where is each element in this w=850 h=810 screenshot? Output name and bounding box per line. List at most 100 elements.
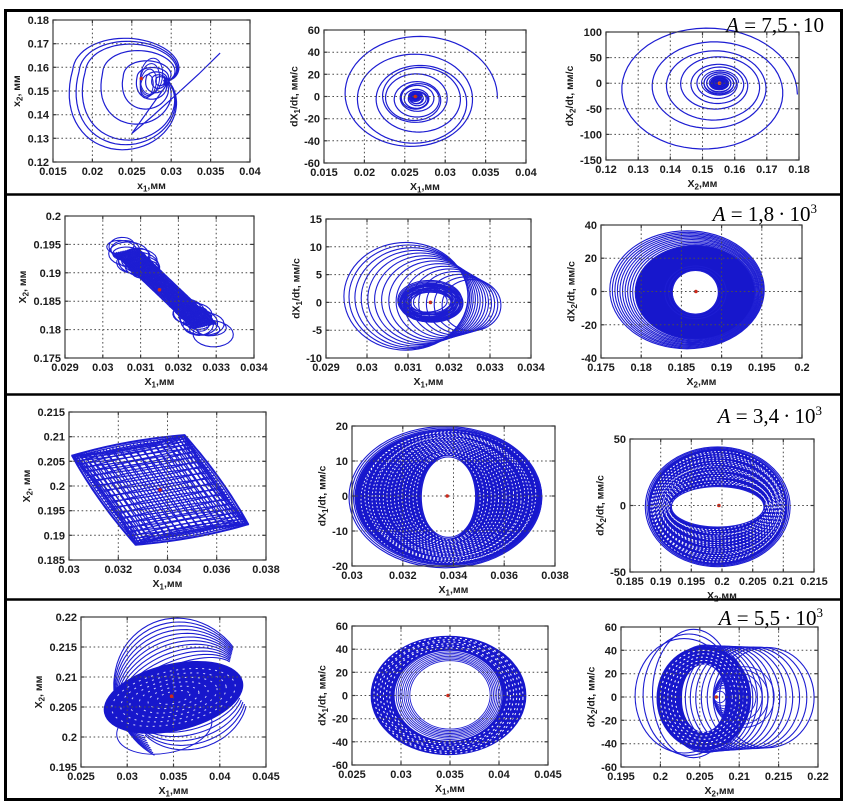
svg-text:dX1​/dt, мм/с: dX1​/dt, мм/с (316, 665, 330, 726)
svg-text:X2​, мм: X2​, мм (33, 675, 47, 708)
svg-text:0.04: 0.04 (239, 166, 261, 178)
svg-text:0.03: 0.03 (341, 570, 362, 582)
svg-text:X1​,мм: X1​,мм (145, 376, 175, 390)
svg-text:0: 0 (342, 691, 348, 703)
svg-text:0.035: 0.035 (160, 771, 188, 783)
svg-text:-40: -40 (601, 739, 617, 751)
svg-text:0.18: 0.18 (788, 164, 809, 176)
svg-text:dX1​/dt, мм/с: dX1​/dt, мм/с (290, 258, 304, 319)
svg-text:0.031: 0.031 (394, 362, 422, 374)
svg-text:10: 10 (336, 456, 348, 468)
svg-text:-20: -20 (304, 114, 320, 126)
svg-text:0.12: 0.12 (28, 157, 49, 169)
svg-text:dX2​/dt, мм/с: dX2​/dt, мм/с (565, 261, 579, 322)
svg-text:0.2: 0.2 (794, 362, 809, 374)
svg-text:0.19: 0.19 (40, 268, 61, 280)
svg-text:0.18: 0.18 (630, 362, 651, 374)
svg-text:0.16: 0.16 (28, 62, 49, 74)
svg-text:0.02: 0.02 (354, 167, 375, 179)
svg-text:0.03: 0.03 (92, 362, 113, 374)
svg-text:X1​,мм: X1​,мм (435, 783, 465, 797)
svg-text:40: 40 (605, 645, 617, 657)
svg-text:-40: -40 (581, 353, 597, 365)
svg-text:-40: -40 (332, 737, 348, 749)
svg-text:0.215: 0.215 (800, 576, 828, 588)
svg-text:-20: -20 (332, 561, 348, 573)
svg-text:20: 20 (308, 69, 320, 81)
svg-text:0.038: 0.038 (252, 564, 280, 576)
svg-text:0.19: 0.19 (711, 362, 732, 374)
svg-text:A = 1,8 · 103: A = 1,8 · 103 (711, 201, 817, 226)
svg-text:0.185: 0.185 (616, 576, 644, 588)
svg-text:5: 5 (316, 270, 322, 282)
svg-text:0.175: 0.175 (587, 362, 615, 374)
svg-text:0.18: 0.18 (28, 15, 49, 27)
svg-text:-20: -20 (581, 320, 597, 332)
svg-text:0.215: 0.215 (37, 407, 65, 419)
svg-text:0.175: 0.175 (33, 353, 61, 365)
svg-text:0.04: 0.04 (515, 167, 537, 179)
svg-text:0.2: 0.2 (50, 481, 65, 493)
svg-text:0.04: 0.04 (488, 769, 510, 781)
svg-text:-5: -5 (312, 325, 322, 337)
svg-text:40: 40 (585, 220, 597, 232)
svg-text:0.015: 0.015 (310, 167, 338, 179)
svg-text:0.035: 0.035 (472, 167, 500, 179)
svg-text:0.036: 0.036 (490, 570, 518, 582)
svg-text:-50: -50 (586, 104, 602, 116)
svg-text:0.215: 0.215 (49, 642, 77, 654)
svg-text:0.21: 0.21 (728, 771, 749, 783)
svg-text:-20: -20 (332, 714, 348, 726)
svg-text:dX2​/dt, мм/с: dX2​/dt, мм/с (564, 65, 578, 126)
svg-text:0.215: 0.215 (765, 771, 793, 783)
svg-text:20: 20 (585, 253, 597, 265)
svg-text:0.13: 0.13 (28, 133, 49, 145)
svg-text:0.195: 0.195 (49, 762, 77, 774)
svg-text:0.2: 0.2 (62, 732, 77, 744)
svg-text:0: 0 (316, 297, 322, 309)
svg-text:0.025: 0.025 (338, 769, 366, 781)
svg-text:0.036: 0.036 (203, 564, 231, 576)
svg-text:X2​, мм: X2​, мм (17, 270, 31, 303)
svg-text:x2​, мм: x2​, мм (11, 75, 25, 107)
svg-text:X2​,мм: X2​,мм (687, 376, 717, 390)
svg-text:0.03: 0.03 (160, 166, 181, 178)
svg-text:dX1​/dt, мм/с: dX1​/dt, мм/с (288, 66, 302, 127)
svg-text:0.195: 0.195 (748, 362, 776, 374)
svg-text:X2​,мм: X2​,мм (707, 590, 737, 604)
svg-text:0.032: 0.032 (105, 564, 133, 576)
svg-text:0.18: 0.18 (40, 325, 61, 337)
svg-text:0.16: 0.16 (724, 164, 745, 176)
svg-text:0.21: 0.21 (44, 432, 65, 444)
svg-text:0.032: 0.032 (435, 362, 463, 374)
svg-text:0.045: 0.045 (252, 771, 280, 783)
svg-text:-60: -60 (304, 158, 320, 170)
svg-text:0.033: 0.033 (202, 362, 230, 374)
svg-text:0.038: 0.038 (541, 570, 569, 582)
svg-text:0.205: 0.205 (49, 702, 77, 714)
svg-text:20: 20 (605, 669, 617, 681)
svg-text:0.12: 0.12 (595, 164, 616, 176)
svg-text:0: 0 (591, 287, 597, 299)
svg-text:0.032: 0.032 (389, 570, 417, 582)
svg-text:-20: -20 (601, 715, 617, 727)
svg-text:0.03: 0.03 (434, 167, 455, 179)
svg-text:dX2​/dt, мм/с: dX2​/dt, мм/с (594, 475, 608, 536)
svg-text:0.22: 0.22 (56, 612, 77, 624)
svg-text:0.045: 0.045 (534, 769, 562, 781)
svg-text:0.04: 0.04 (209, 771, 231, 783)
svg-text:X1​,мм: X1​,мм (410, 181, 440, 195)
svg-text:0.03: 0.03 (116, 771, 137, 783)
svg-text:0.15: 0.15 (28, 86, 49, 98)
svg-text:0.031: 0.031 (127, 362, 155, 374)
svg-text:60: 60 (605, 622, 617, 634)
svg-text:X1​,мм: X1​,мм (414, 376, 444, 390)
svg-text:0.185: 0.185 (668, 362, 696, 374)
svg-text:0.195: 0.195 (678, 576, 706, 588)
svg-text:0.205: 0.205 (739, 576, 767, 588)
svg-text:0.029: 0.029 (312, 362, 340, 374)
svg-text:0: 0 (596, 78, 602, 90)
svg-text:0.195: 0.195 (607, 771, 635, 783)
svg-text:0.025: 0.025 (67, 771, 95, 783)
svg-text:0.033: 0.033 (476, 362, 504, 374)
